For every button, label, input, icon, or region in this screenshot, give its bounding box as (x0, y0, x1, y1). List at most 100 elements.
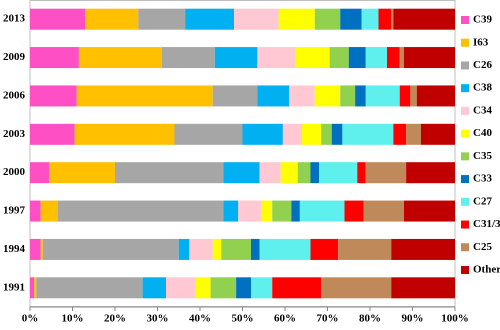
bar-segment (310, 162, 319, 184)
legend-label: C34 (473, 104, 492, 116)
bar-segment (344, 200, 364, 222)
legend-swatch (461, 175, 469, 184)
y-tick-label: 1997 (3, 205, 26, 217)
legend-label: C33 (473, 173, 492, 185)
bar-segment (406, 162, 455, 184)
bar-segment (340, 85, 356, 107)
bar-segment (314, 85, 341, 107)
legend-swatch (461, 106, 469, 115)
bar-segment (30, 277, 35, 299)
bar-segment (365, 85, 400, 107)
bar-segment (30, 162, 50, 184)
bar-segment (214, 47, 258, 69)
bar-segment (223, 200, 239, 222)
bar-segment (310, 238, 339, 260)
bar-segment (297, 162, 311, 184)
bar-segment (185, 8, 234, 30)
bar-segment (251, 238, 260, 260)
bar-segment (321, 277, 392, 299)
bar-segment (391, 8, 394, 30)
y-tick-label: 2009 (3, 51, 26, 63)
bar-segment (42, 238, 179, 260)
bar-segment (314, 8, 341, 30)
bar-segment (361, 8, 379, 30)
y-tick-label: 2003 (3, 128, 26, 140)
bar-segment (166, 277, 196, 299)
y-tick-label: 1994 (3, 243, 26, 255)
legend-label: C40 (473, 127, 492, 139)
x-tick-label: 20% (104, 313, 126, 325)
bar-segment (355, 85, 366, 107)
legend-label: C35 (473, 150, 492, 162)
bar-segment (174, 123, 243, 145)
legend-swatch (461, 152, 469, 161)
bar-segment (393, 123, 407, 145)
bar-segment (210, 277, 237, 299)
bar-segment (257, 47, 296, 69)
bar-segment (272, 277, 322, 299)
x-tick-label: 80% (359, 313, 381, 325)
bar-segment (138, 8, 186, 30)
legend-swatch (461, 38, 469, 47)
bar-segment (85, 8, 139, 30)
bar-segment (399, 85, 411, 107)
bar-segment (212, 85, 258, 107)
bar-segment (393, 8, 455, 30)
bar-segment (410, 85, 417, 107)
x-tick-label: 40% (189, 313, 211, 325)
bar-segment (365, 162, 407, 184)
x-tick-label: 90% (402, 313, 424, 325)
bar-segment (280, 162, 298, 184)
plot-frame (29, 0, 456, 307)
bar-segment (195, 277, 211, 299)
bar-segment (321, 123, 332, 145)
x-tick-label: 30% (147, 313, 169, 325)
bar-segment (282, 123, 302, 145)
bar-segment (421, 123, 455, 145)
bar-segment (302, 123, 322, 145)
bar-segment (404, 200, 455, 222)
legend-swatch (461, 84, 469, 93)
bar-segment (49, 162, 115, 184)
bar-segment (242, 123, 283, 145)
legend-swatch (461, 220, 469, 229)
bar-segment (399, 47, 404, 69)
bar-segment (338, 238, 392, 260)
bar-segment (223, 162, 260, 184)
legend-swatch (461, 61, 469, 70)
x-tick-label: 60% (274, 313, 296, 325)
bar-segment (261, 200, 273, 222)
bar-segment (299, 200, 345, 222)
bar-segment (236, 277, 251, 299)
bar-segment (391, 277, 455, 299)
x-tick-label: 0% (22, 313, 39, 325)
legend-label: I63 (473, 36, 489, 48)
bar-segment (329, 47, 349, 69)
legend-label: Others (473, 264, 500, 276)
legend-swatch (461, 16, 469, 24)
bar-segment (36, 277, 143, 299)
bar-segment (212, 238, 222, 260)
bar-segment (30, 200, 41, 222)
bar-segment (257, 85, 290, 107)
bar-segment (391, 238, 455, 260)
bar-segment (30, 85, 77, 107)
bar-segment (78, 47, 162, 69)
y-tick-label: 1991 (3, 281, 25, 293)
bar-segment (363, 200, 404, 222)
bar-segment (416, 85, 455, 107)
legend-label: C39 (473, 14, 492, 26)
bar-segment (357, 162, 366, 184)
x-tick-label: 10% (62, 313, 84, 325)
legend-label: C26 (473, 59, 492, 71)
x-tick-label: 100% (441, 313, 469, 325)
bar-segment (348, 47, 366, 69)
bar-segment (30, 47, 79, 69)
bar-segment (40, 238, 43, 260)
bar-segment (234, 8, 279, 30)
bar-segment (251, 277, 273, 299)
legend-swatch (461, 197, 469, 206)
bar-segment (30, 8, 86, 30)
